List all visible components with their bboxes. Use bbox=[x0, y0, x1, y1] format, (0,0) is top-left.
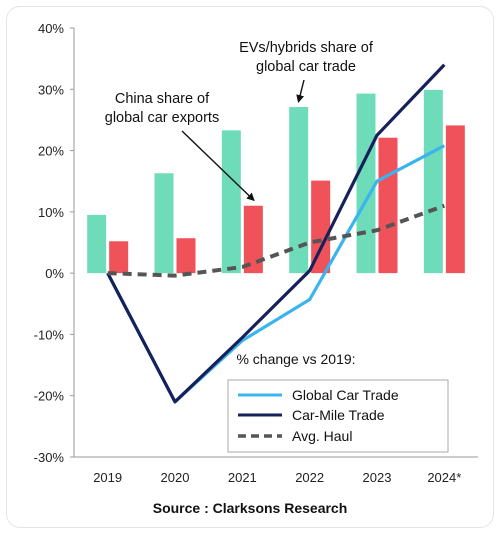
legend: % change vs 2019: Global Car Trade Car-M… bbox=[220, 351, 449, 453]
bar-evs bbox=[87, 214, 107, 274]
bar-china bbox=[311, 180, 331, 274]
y-tick-label: -20% bbox=[34, 389, 65, 404]
y-tick-label: 0% bbox=[45, 266, 64, 281]
y-tick-label: 10% bbox=[38, 205, 64, 220]
line-layer bbox=[106, 63, 446, 404]
bar-evs bbox=[221, 130, 241, 274]
y-tick-label: -30% bbox=[34, 450, 65, 465]
annotation-evs-text: global car trade bbox=[256, 59, 356, 75]
annotation-china-text: China share of bbox=[115, 91, 210, 107]
y-tick-label: 30% bbox=[38, 82, 64, 97]
x-tick-label: 2020 bbox=[161, 470, 190, 485]
legend-label-avg-haul: Avg. Haul bbox=[292, 428, 352, 444]
x-tick-label: 2022 bbox=[295, 470, 324, 485]
x-tick-label: 2019 bbox=[93, 470, 122, 485]
bar-evs bbox=[154, 173, 174, 274]
bar-china bbox=[445, 125, 465, 274]
bar-china bbox=[378, 137, 398, 274]
x-tick-labels: 2019 2020 2021 2022 2023 2024* bbox=[93, 470, 461, 485]
y-tick-label: 20% bbox=[38, 144, 64, 159]
x-tick-label: 2021 bbox=[228, 470, 257, 485]
annotations: EVs/hybrids share of global car trade Chin… bbox=[105, 40, 374, 202]
legend-title: % change vs 2019: bbox=[236, 351, 355, 367]
annotation-china-text: global car exports bbox=[105, 110, 219, 126]
y-tick-label: -10% bbox=[34, 327, 65, 342]
y-tick-labels: 40% 30% 20% 10% 0% -10% -20% -30% bbox=[34, 21, 74, 465]
legend-box bbox=[227, 379, 449, 453]
bar-evs bbox=[423, 89, 443, 274]
legend-label-car-mile-trade: Car-Mile Trade bbox=[292, 407, 385, 423]
source-caption: Source : Clarksons Research bbox=[152, 500, 348, 516]
legend-background bbox=[220, 372, 448, 452]
bar-china bbox=[109, 241, 129, 274]
legend-label-global-car-trade: Global Car Trade bbox=[292, 387, 399, 403]
y-tick-label: 40% bbox=[38, 21, 64, 36]
bar-china bbox=[176, 238, 196, 274]
annotation-evs-arrow bbox=[296, 79, 305, 103]
annotation-china-arrow bbox=[181, 130, 255, 202]
line-haul bbox=[107, 203, 446, 278]
x-tick-label: 2024* bbox=[427, 470, 461, 485]
line-carmile bbox=[106, 63, 446, 404]
x-tick-label: 2023 bbox=[363, 470, 392, 485]
bar-evs bbox=[289, 107, 309, 274]
annotation-evs-text: EVs/hybrids share of bbox=[239, 40, 374, 56]
bar-china bbox=[243, 205, 263, 274]
bar-evs bbox=[356, 93, 376, 274]
